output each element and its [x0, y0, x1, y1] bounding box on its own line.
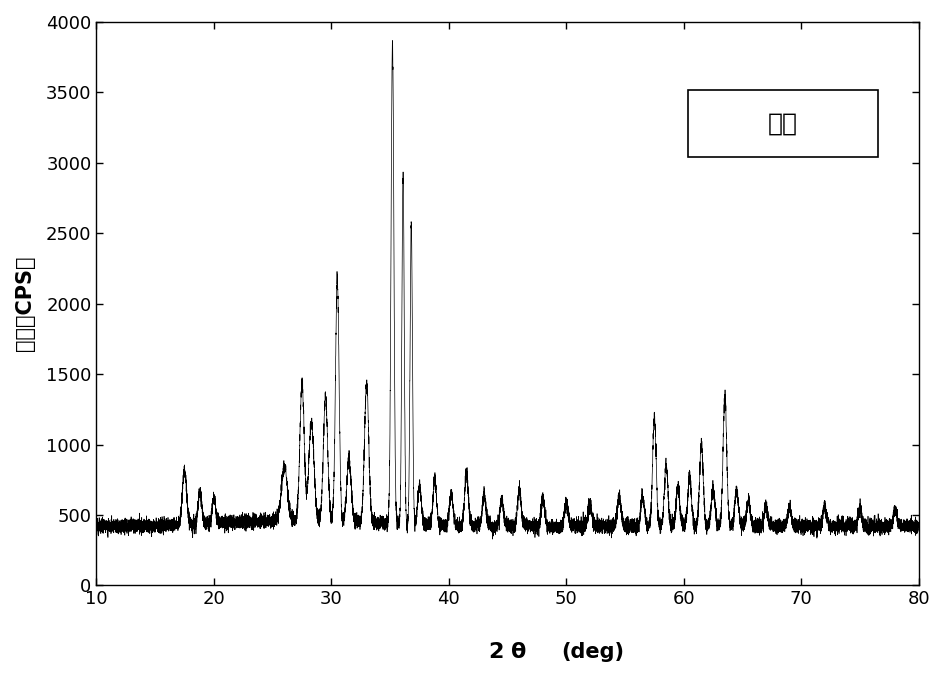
- Text: 涂层: 涂层: [767, 111, 797, 135]
- FancyBboxPatch shape: [688, 89, 877, 157]
- Text: $\mathbf{2\ \theta}$: $\mathbf{2\ \theta}$: [487, 642, 527, 662]
- Y-axis label: 强度（CPS）: 强度（CPS）: [15, 256, 35, 352]
- Text: (deg): (deg): [561, 642, 623, 662]
